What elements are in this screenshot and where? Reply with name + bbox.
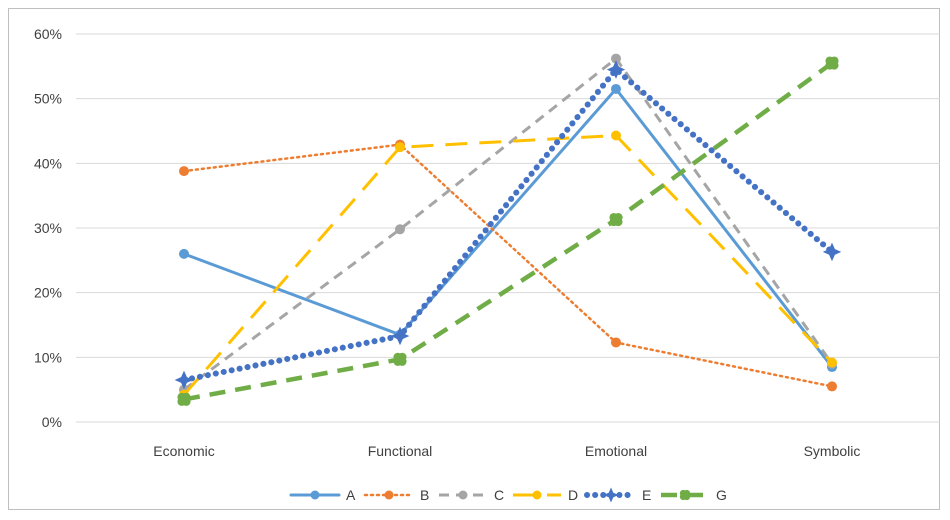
series-C	[179, 53, 837, 395]
data-point	[611, 83, 621, 94]
data-point-legend	[603, 487, 619, 503]
gridlines	[76, 33, 940, 423]
data-point-legend	[458, 490, 468, 500]
series-line	[181, 66, 835, 383]
y-tick-label: 40%	[34, 155, 62, 171]
data-point	[611, 337, 621, 348]
legend-item: B	[363, 487, 429, 503]
legend-item: C	[439, 487, 504, 503]
legend-label: A	[346, 487, 356, 503]
data-point	[606, 60, 626, 79]
legend-label: G	[716, 487, 727, 503]
legend-item: E	[584, 487, 651, 503]
y-tick-label: 0%	[42, 414, 62, 430]
data-point	[393, 352, 407, 366]
data-point	[177, 392, 191, 406]
series-line	[182, 143, 834, 388]
legend-label: C	[494, 487, 504, 503]
data-point-legend	[532, 490, 542, 500]
y-tick-label: 30%	[34, 220, 62, 236]
chart-frame	[8, 8, 940, 510]
x-tick-label: Emotional	[585, 443, 647, 459]
data-point	[825, 56, 839, 70]
legend-label: E	[642, 487, 651, 503]
series-line	[183, 61, 834, 402]
data-point	[827, 357, 837, 368]
x-tick-label: Functional	[368, 443, 433, 459]
y-tick-label: 50%	[34, 91, 62, 107]
data-point-legend	[310, 490, 320, 500]
y-axis-labels: 0% 10% 20% 30% 40% 50% 60%	[34, 26, 62, 430]
data-point	[395, 142, 405, 153]
data-point-legend	[679, 489, 691, 501]
series-line	[182, 87, 834, 369]
data-point	[822, 242, 842, 262]
data-point	[390, 326, 410, 346]
legend-label: D	[568, 487, 578, 503]
data-point	[179, 248, 189, 259]
x-axis-labels: Economic Functional Emotional Symbolic	[153, 443, 860, 459]
legend-item: G	[661, 487, 727, 503]
data-point	[611, 53, 621, 64]
data-point	[179, 166, 189, 177]
data-point	[611, 130, 621, 141]
series-D	[179, 130, 837, 400]
series-lines	[174, 53, 842, 406]
legend-item: A	[289, 487, 356, 503]
y-tick-label: 60%	[34, 26, 62, 42]
legend-item: D	[513, 487, 578, 503]
series-E	[174, 60, 842, 390]
legend-label: B	[420, 487, 429, 503]
y-tick-label: 10%	[34, 349, 62, 365]
x-tick-label: Economic	[153, 443, 214, 459]
series-G	[177, 56, 839, 406]
data-point-legend	[384, 490, 394, 500]
data-point	[827, 381, 837, 392]
data-point	[609, 213, 623, 227]
data-point	[395, 224, 405, 235]
x-tick-label: Symbolic	[804, 443, 861, 459]
y-tick-label: 20%	[34, 285, 62, 301]
series-line	[183, 57, 834, 391]
series-line	[182, 134, 834, 396]
data-point	[174, 370, 194, 390]
